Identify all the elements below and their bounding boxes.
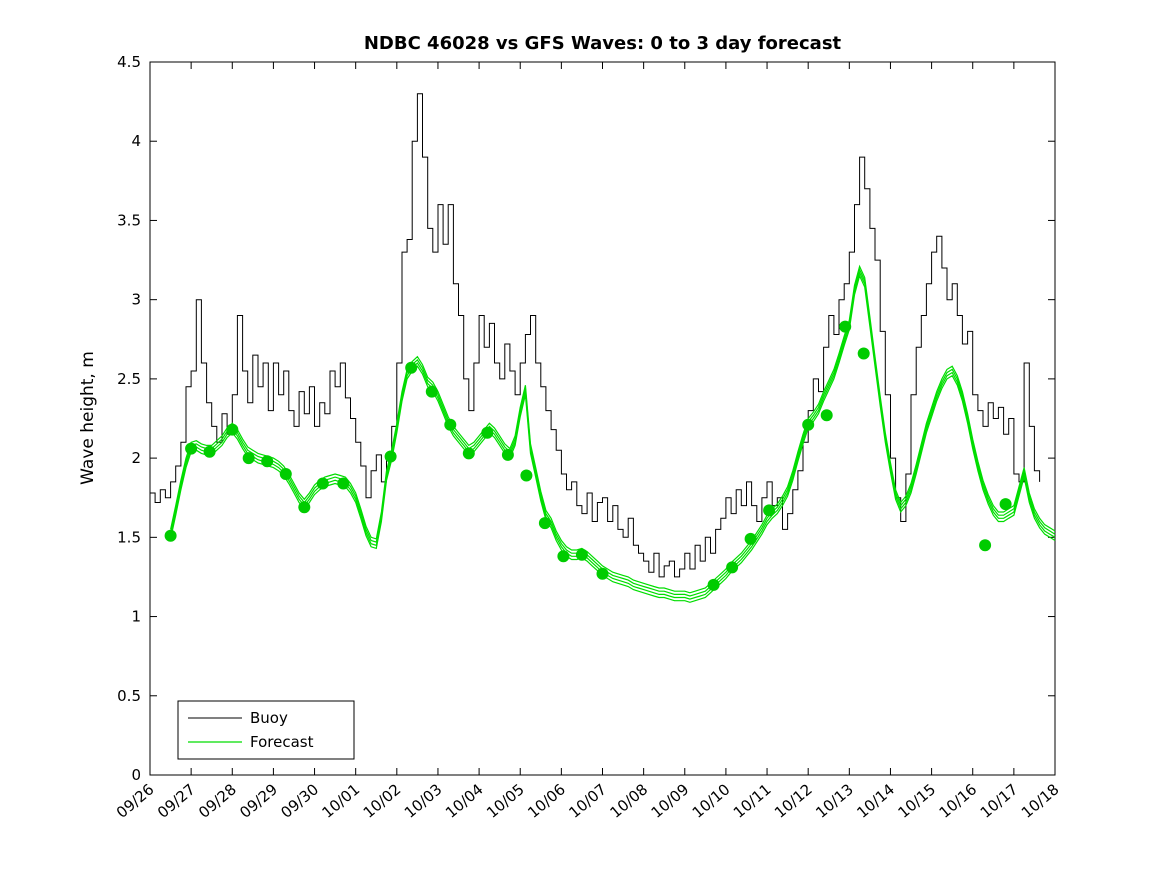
forecast-start-marker: [405, 361, 418, 374]
x-tick-label: 10/08: [607, 780, 652, 822]
y-tick-label: 1.5: [117, 528, 141, 546]
y-tick-label: 3: [131, 291, 141, 309]
forecast-start-marker: [538, 517, 551, 530]
x-tick-label: 10/02: [360, 780, 405, 822]
forecast-start-marker: [596, 567, 609, 580]
forecast-start-marker: [744, 532, 757, 545]
legend: Buoy Forecast: [177, 700, 355, 760]
forecast-start-marker: [820, 409, 833, 422]
forecast-start-marker: [203, 445, 216, 458]
forecast-start-marker: [444, 418, 457, 431]
forecast-start-marker: [999, 498, 1012, 511]
x-tick-label: 10/07: [565, 780, 610, 822]
x-tick-label: 09/30: [277, 780, 322, 822]
y-axis-label: Wave height, m: [78, 351, 98, 485]
forecast-start-marker: [763, 504, 776, 517]
forecast-start-marker: [279, 468, 292, 480]
forecast-start-marker: [242, 452, 255, 465]
forecast-start-marker: [501, 448, 514, 461]
forecast-start-marker: [520, 469, 533, 482]
forecast-start-marker: [462, 447, 475, 460]
y-tick-label: 1: [131, 608, 141, 626]
forecast-start-marker: [557, 550, 570, 563]
forecast-start-marker: [337, 477, 350, 490]
forecast-start-marker: [726, 561, 739, 574]
forecast-start-marker: [857, 347, 870, 360]
x-tick-label: 10/05: [483, 780, 528, 822]
forecast-start-marker: [226, 423, 239, 436]
forecast-start-marker: [261, 455, 274, 468]
x-tick-label: 10/13: [812, 780, 857, 822]
x-tick-label: 10/15: [894, 780, 939, 822]
x-tick-label: 10/11: [730, 780, 775, 822]
x-tick-label: 10/12: [771, 780, 816, 822]
forecast-series-line-3: [170, 274, 1056, 603]
forecast-series-line-1: [170, 270, 1056, 600]
x-tick-label: 09/26: [113, 780, 158, 822]
forecast-start-marker: [839, 320, 852, 333]
y-tick-label: 2: [131, 449, 141, 467]
legend-label-buoy: Buoy: [250, 709, 288, 727]
x-tick-label: 09/27: [154, 780, 199, 822]
y-tick-label: 3.5: [117, 211, 141, 229]
forecast-start-marker: [481, 426, 494, 439]
x-tick-label: 10/01: [319, 780, 364, 822]
y-tick-label: 2.5: [117, 370, 141, 388]
forecast-start-marker: [384, 450, 397, 463]
chart-title: NDBC 46028 vs GFS Waves: 0 to 3 day fore…: [363, 33, 842, 54]
x-tick-label: 10/16: [936, 780, 981, 822]
y-tick-label: 4.5: [117, 53, 141, 71]
x-tick-label: 09/28: [195, 780, 240, 822]
forecast-start-marker: [802, 418, 815, 431]
x-tick-label: 10/09: [648, 780, 693, 822]
x-tick-label: 10/03: [401, 780, 446, 822]
y-tick-label: 4: [131, 132, 141, 150]
x-tick-label: 10/17: [977, 780, 1022, 822]
forecast-start-marker: [979, 539, 992, 552]
x-tick-label: 10/14: [853, 780, 898, 822]
forecast-start-marker: [575, 548, 588, 561]
x-tick-label: 09/29: [236, 780, 281, 822]
y-tick-label: 0: [131, 766, 141, 784]
x-tick-label: 10/06: [524, 780, 569, 822]
forecast-start-marker: [316, 477, 329, 490]
x-tick-label: 10/18: [1018, 780, 1063, 822]
buoy-series-line: [150, 93, 1041, 578]
x-tick-label: 10/04: [442, 780, 487, 822]
legend-box: [177, 700, 355, 760]
forecast-start-marker: [298, 501, 311, 514]
axes-box: [149, 61, 1056, 776]
forecast-series-line-2: [170, 267, 1056, 597]
forecast-start-marker: [707, 578, 720, 591]
forecast-start-marker: [164, 529, 177, 542]
y-tick-label: 0.5: [117, 687, 141, 705]
forecast-start-marker: [185, 442, 198, 455]
forecast-start-marker: [425, 385, 438, 398]
x-tick-label: 10/10: [689, 780, 734, 822]
legend-label-forecast: Forecast: [250, 733, 314, 751]
